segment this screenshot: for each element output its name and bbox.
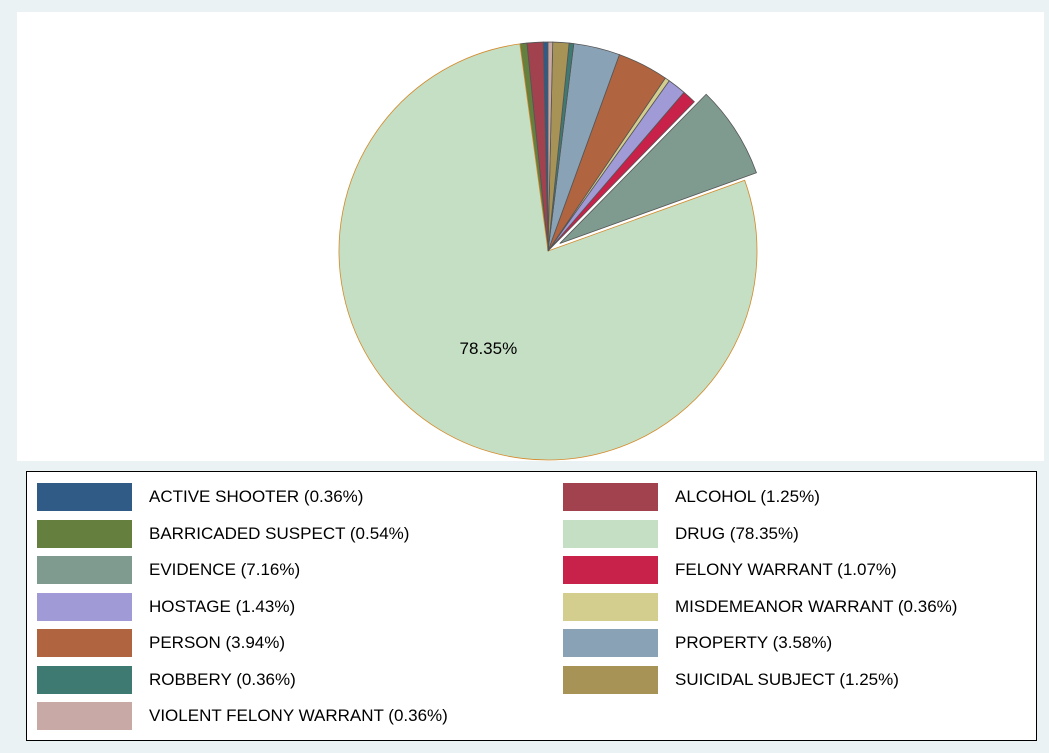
legend-swatch — [37, 556, 132, 584]
legend: ACTIVE SHOOTER (0.36%) ALCOHOL (1.25%) BAR… — [26, 471, 1037, 741]
legend-item-property: PROPERTY (3.58%) — [563, 629, 832, 657]
legend-swatch — [37, 665, 132, 694]
legend-swatch — [563, 556, 658, 584]
pie-slice-drug — [338, 43, 758, 461]
legend-item-hostage: HOSTAGE (1.43%) — [37, 592, 296, 621]
pie-chart: 78.35% — [338, 41, 758, 461]
legend-label: EVIDENCE (7.16%) — [149, 560, 301, 579]
legend-label: ACTIVE SHOOTER (0.36%) — [149, 487, 364, 506]
legend-label: VIOLENT FELONY WARRANT (0.36%) — [149, 706, 448, 725]
legend-label: ROBBERY (0.36%) — [149, 669, 296, 689]
legend-swatch — [563, 665, 658, 694]
legend-label: PERSON (3.94%) — [149, 633, 286, 652]
legend-label: FELONY WARRANT (1.07%) — [675, 560, 897, 579]
legend-item-robbery: ROBBERY (0.36%) — [37, 665, 296, 694]
pie-slices — [338, 41, 758, 461]
legend-item-alcohol: ALCOHOL (1.25%) — [563, 483, 820, 511]
legend-label: SUICIDAL SUBJECT (1.25%) — [675, 669, 899, 689]
legend-label: MISDEMEANOR WARRANT (0.36%) — [675, 596, 958, 616]
legend-label: BARRICADED SUSPECT (0.54%) — [149, 523, 410, 543]
legend-swatch — [37, 629, 132, 657]
pie-slice-evidence — [559, 93, 757, 244]
legend-label: DRUG (78.35%) — [675, 523, 799, 543]
legend-swatch — [563, 483, 658, 511]
legend-swatch — [563, 592, 658, 621]
legend-item-misdemeanor-warrant: MISDEMEANOR WARRANT (0.36%) — [563, 592, 958, 621]
legend-swatch — [37, 702, 132, 730]
plot-region: 78.35% — [17, 12, 1044, 461]
legend-swatch — [37, 519, 132, 548]
pie-slice-violent-felony-warrant — [547, 41, 554, 252]
legend-swatch — [37, 592, 132, 621]
legend-item-person: PERSON (3.94%) — [37, 629, 285, 657]
legend-item-evidence: EVIDENCE (7.16%) — [37, 556, 300, 584]
legend-label: PROPERTY (3.58%) — [675, 633, 833, 652]
legend-label: HOSTAGE (1.43%) — [149, 596, 296, 616]
legend-item-active-shooter: ACTIVE SHOOTER (0.36%) — [37, 483, 363, 511]
legend-item-suicidal-subject: SUICIDAL SUBJECT (1.25%) — [563, 665, 899, 694]
legend-item-felony-warrant: FELONY WARRANT (1.07%) — [563, 556, 897, 584]
legend-item-drug: DRUG (78.35%) — [563, 519, 799, 548]
legend-item-violent-felony-warrant: VIOLENT FELONY WARRANT (0.36%) — [37, 702, 448, 730]
legend-label: ALCOHOL (1.25%) — [675, 487, 820, 506]
legend-swatch — [563, 519, 658, 548]
legend-swatch — [37, 483, 132, 511]
legend-item-barricaded-suspect: BARRICADED SUSPECT (0.54%) — [37, 519, 410, 548]
slice-data-label: 78.35% — [460, 339, 518, 358]
legend-swatch — [563, 629, 658, 657]
pie-slice-labels: 78.35% — [460, 339, 518, 358]
